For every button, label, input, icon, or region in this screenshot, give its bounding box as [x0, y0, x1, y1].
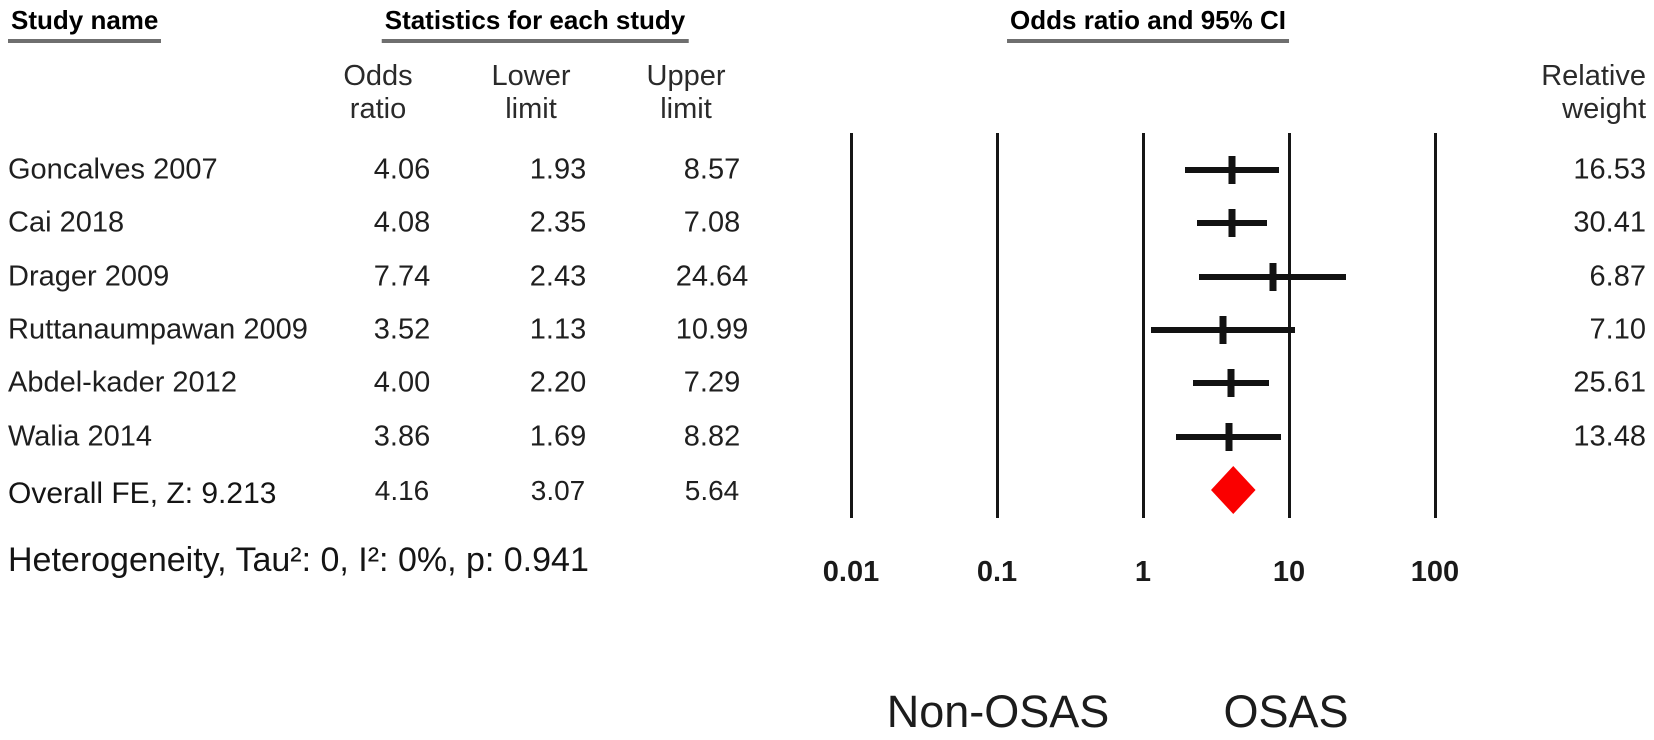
- point-estimate-tick: [1219, 315, 1227, 344]
- upper-limit-value: 24.64: [675, 260, 749, 293]
- study-name: Walia 2014: [8, 420, 153, 452]
- study-name: Cai 2018: [8, 206, 125, 239]
- odds-ratio-value: 3.86: [373, 420, 431, 452]
- axis-tick-label: 0.1: [976, 556, 1018, 588]
- overall-lower-limit-value: 3.07: [530, 475, 586, 506]
- odds-ratio-value: 3.52: [373, 313, 431, 346]
- axis-gridline: [1433, 133, 1437, 518]
- relative-weight-value: 13.48: [1573, 420, 1646, 452]
- upper-limit-value: 7.08: [683, 206, 741, 239]
- plot-header: Odds ratio and 95% CI: [1007, 5, 1289, 43]
- overall-diamond-shape: [1211, 466, 1256, 514]
- axis-tick-label: 100: [1410, 556, 1460, 588]
- lower-limit-column-header: Lower limit: [491, 60, 571, 126]
- odds-ratio-value: 7.74: [373, 260, 431, 293]
- heterogeneity-note: Heterogeneity, Tau²: 0, I²: 0%, p: 0.941: [8, 541, 589, 579]
- odds-ratio-value: 4.06: [373, 153, 431, 186]
- relative-weight-value: 30.41: [1573, 206, 1646, 239]
- group-label-right: OSAS: [1223, 686, 1349, 737]
- relative-weight-value: 6.87: [1589, 260, 1646, 293]
- upper-limit-value: 8.57: [683, 153, 741, 186]
- lower-limit-value: 1.93: [529, 153, 587, 186]
- point-estimate-tick: [1269, 262, 1277, 291]
- statistics-header: Statistics for each study: [381, 5, 689, 43]
- axis-tick-label: 10: [1272, 556, 1306, 588]
- axis-gridline: [1287, 133, 1291, 518]
- odds-ratio-value: 4.00: [373, 366, 431, 399]
- point-estimate-tick: [1228, 156, 1236, 184]
- axis-gridline: [1141, 133, 1145, 518]
- overall-odds-ratio-value: 4.16: [374, 475, 430, 506]
- relative-weight-value: 16.53: [1573, 153, 1646, 186]
- relative-weight-value: 25.61: [1573, 366, 1646, 399]
- upper-limit-value: 10.99: [675, 313, 749, 346]
- study-name: Drager 2009: [8, 260, 170, 293]
- odds-ratio-value: 4.08: [373, 206, 431, 239]
- lower-limit-value: 1.13: [529, 313, 587, 346]
- point-estimate-tick: [1227, 369, 1235, 398]
- lower-limit-value: 2.20: [529, 366, 587, 399]
- study-name: Goncalves 2007: [8, 153, 218, 186]
- point-estimate-tick: [1228, 209, 1236, 238]
- study-name-header: Study name: [8, 5, 162, 43]
- upper-limit-value: 7.29: [683, 366, 741, 399]
- study-name: Ruttanaumpawan 2009: [8, 313, 308, 346]
- overall-label: Overall FE, Z: 9.213: [8, 477, 277, 510]
- axis-gridline: [849, 133, 853, 518]
- axis-tick-label: 0.01: [822, 556, 880, 588]
- overall-upper-limit-value: 5.64: [684, 475, 740, 506]
- group-label-left: Non-OSAS: [886, 686, 1110, 737]
- upper-limit-column-header: Upper limit: [646, 60, 726, 126]
- axis-gridline: [995, 133, 999, 518]
- relative-weight-value: 7.10: [1589, 313, 1646, 346]
- study-name: Abdel-kader 2012: [8, 366, 237, 399]
- point-estimate-tick: [1225, 422, 1233, 451]
- upper-limit-value: 8.82: [683, 420, 741, 452]
- lower-limit-value: 1.69: [529, 420, 587, 452]
- relative-weight-column-header: Relative weight: [1541, 60, 1646, 126]
- axis-tick-label: 1: [1134, 556, 1152, 588]
- odds-ratio-column-header: Odds ratio: [343, 60, 413, 126]
- lower-limit-value: 2.35: [529, 206, 587, 239]
- overall-diamond: [1211, 466, 1256, 514]
- lower-limit-value: 2.43: [529, 260, 587, 293]
